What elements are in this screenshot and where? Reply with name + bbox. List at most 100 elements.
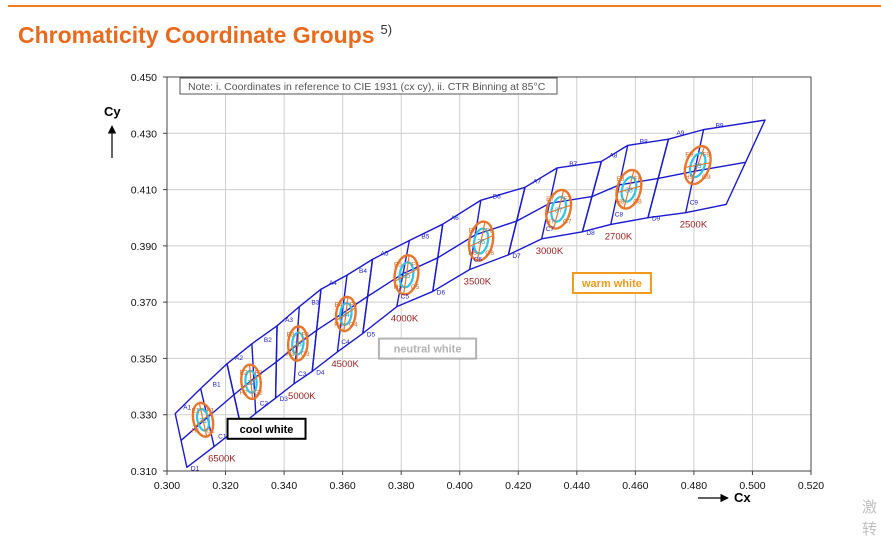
bin-code: D1 (191, 465, 200, 472)
bin-code: D5 (367, 331, 376, 338)
bin-divider (233, 361, 277, 396)
cct-label: 2500K (680, 220, 708, 231)
inner-bin-code: H6 (468, 250, 477, 257)
inner-bin-code: F7 (563, 196, 571, 203)
ring-number: 32 (247, 380, 255, 387)
bin-code: A2 (235, 355, 243, 362)
bin-code: D6 (437, 289, 446, 296)
x-tick-label: 0.400 (447, 480, 473, 492)
inner-bin-code: G7 (563, 218, 572, 225)
inner-bin-code: F8 (634, 176, 642, 183)
cct-label: 2700K (605, 231, 633, 242)
inner-bin-code: F1 (207, 408, 215, 415)
inner-bin-code: E2 (240, 370, 248, 377)
bin-code: C7 (546, 226, 555, 233)
bin-code: C3 (298, 371, 307, 378)
y-axis-title: Cy (104, 104, 121, 158)
ring-number: 35 (403, 273, 411, 280)
x-tick-label: 0.460 (622, 480, 648, 492)
y-tick-label: 0.430 (131, 128, 157, 140)
bin-code: B2 (264, 337, 272, 344)
inner-bin-code: H9 (685, 174, 694, 181)
note-text: Note: i. Coordinates in reference to CIE… (188, 81, 546, 93)
bin-divider (275, 329, 318, 363)
bin-code: C9 (690, 200, 699, 207)
y-tick-label: 0.350 (131, 353, 157, 365)
x-tick-label: 0.500 (739, 480, 765, 492)
category-box (226, 417, 307, 440)
ring-number: 38 (625, 187, 633, 194)
bin-code: B5 (421, 234, 429, 241)
bin-code: B6 (493, 193, 501, 200)
corner-glyph-top: 激 (862, 498, 878, 516)
bin-divider (316, 295, 369, 331)
bin-code: C4 (341, 339, 350, 346)
bin-divider (367, 257, 439, 297)
ring-number: 33 (294, 342, 302, 349)
inner-bin-code: G3 (301, 351, 310, 358)
inner-bin-code: F5 (411, 261, 419, 268)
cct-label: 4500K (331, 359, 359, 370)
inner-bin-code: F9 (702, 152, 710, 159)
x-tick-label: 0.300 (154, 480, 180, 492)
ellipse-axis (476, 221, 486, 261)
inner-bin-code: G5 (411, 284, 420, 291)
inner-bin-code: E9 (685, 152, 693, 159)
inner-bin-code: F6 (486, 228, 494, 235)
bin-code: A3 (285, 317, 293, 324)
cct-label: 4000K (391, 314, 419, 325)
y-tick-label: 0.390 (131, 241, 157, 253)
inner-bin-code: E8 (616, 176, 624, 183)
cct-label: 3000K (536, 246, 564, 257)
inner-bin-code: E1 (192, 408, 200, 415)
bin-code: C8 (615, 211, 624, 218)
x-tick-label: 0.380 (388, 480, 414, 492)
bin-divider (591, 177, 659, 198)
category-box (571, 272, 652, 295)
x-tick-label: 0.320 (212, 480, 238, 492)
x-tick-label: 0.420 (505, 480, 531, 492)
ellipse-axis (296, 326, 300, 361)
note-box: Note: i. Coordinates in reference to CIE… (179, 77, 558, 95)
corner-glyph-bottom: 转 (862, 520, 878, 538)
inner-bin-code: H1 (191, 427, 200, 434)
footnote-ref: 5) (380, 22, 393, 37)
page-title-text: Chromaticity Coordinate Groups (18, 22, 375, 48)
inner-bin-code: G1 (206, 427, 215, 434)
bin-code: D4 (316, 369, 325, 376)
ellipse-axis (248, 364, 254, 399)
cct-label: 5000K (288, 391, 316, 402)
macadam-ellipses (191, 144, 712, 438)
ring-number: 39 (694, 163, 702, 170)
inner-bin-code: G6 (485, 250, 494, 257)
y-tick-label: 0.370 (131, 297, 157, 309)
x-tick-label: 0.340 (271, 480, 297, 492)
bin-code: D9 (652, 216, 661, 223)
bin-code: D7 (512, 253, 521, 260)
bin-code: C5 (401, 294, 410, 301)
bin-code: A9 (676, 130, 684, 137)
y-tick-label: 0.330 (131, 410, 157, 422)
ring-number: 31 (199, 418, 207, 425)
category-label: cool white (240, 424, 294, 436)
cct-label: 3500K (464, 276, 492, 287)
y-tick-label: 0.450 (131, 72, 157, 84)
inner-bin-code: H5 (394, 284, 403, 291)
inner-bin-code: E5 (394, 261, 402, 268)
y-tick-label: 0.310 (131, 466, 157, 478)
x-tick-label: 0.360 (329, 480, 355, 492)
category-label: neutral white (394, 344, 462, 356)
ring-number: 37 (555, 207, 563, 214)
inner-bin-code: F3 (301, 331, 309, 338)
page-title: Chromaticity Coordinate Groups 5) (18, 22, 392, 49)
inner-bin-code: H3 (286, 351, 295, 358)
category-label: warm white (581, 278, 642, 290)
inner-bin-code: H4 (334, 322, 343, 329)
axis-ticks: 0.300 0.320 0.340 0.360 0.380 0.400 0.420 0.440… (131, 72, 825, 492)
bin-divider (658, 161, 746, 180)
inner-bin-code: E6 (469, 228, 477, 235)
inner-bin-code: E7 (546, 196, 554, 203)
bin-code: D3 (280, 396, 289, 403)
bin-code: B4 (359, 268, 367, 275)
